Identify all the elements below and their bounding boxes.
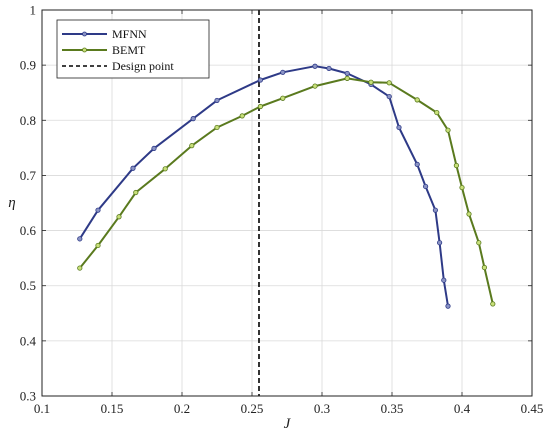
- data-point-mfnn: [326, 65, 332, 72]
- data-point-bemt: [257, 103, 263, 110]
- x-tick-label: 0.15: [101, 401, 124, 416]
- data-point-mfnn: [151, 145, 157, 152]
- data-point-bemt: [77, 265, 83, 271]
- data-point-mfnn: [445, 303, 451, 309]
- x-tick-label: 0.1: [34, 401, 50, 416]
- data-point-mfnn: [77, 236, 83, 242]
- y-tick-label: 0.6: [20, 223, 37, 238]
- y-tick-label: 0.7: [20, 168, 37, 183]
- y-tick-label: 0.4: [20, 333, 37, 348]
- data-point-bemt: [445, 127, 451, 133]
- data-point-bemt: [459, 184, 465, 191]
- data-point-bemt: [312, 83, 318, 89]
- series-layer: [77, 63, 496, 309]
- data-point-mfnn: [214, 97, 220, 104]
- data-point-mfnn: [422, 183, 429, 190]
- legend-design-label: Design point: [112, 59, 174, 73]
- data-point-bemt: [481, 264, 487, 271]
- data-point-mfnn: [432, 207, 438, 213]
- plot-frame: [41, 9, 533, 397]
- x-tick-label: 0.35: [381, 401, 404, 416]
- x-tick-label: 0.3: [314, 401, 330, 416]
- y-tick-label: 0.9: [20, 58, 36, 73]
- x-tick-label: 0.4: [454, 401, 471, 416]
- data-point-bemt: [239, 113, 245, 119]
- y-tick-label: 1: [30, 3, 37, 18]
- legend: MFNN BEMT Design point: [56, 19, 210, 79]
- data-point-mfnn: [190, 116, 196, 122]
- data-point-bemt: [116, 214, 122, 220]
- data-point-mfnn: [386, 93, 392, 100]
- axis-ticks: 0.1 0.15 0.2 0.25 0.3 0.35 0.4 0.45 0.3 0.4 0.5 0.6…: [20, 3, 544, 417]
- legend-bemt-label: BEMT: [112, 43, 146, 57]
- data-point-mfnn: [95, 207, 101, 213]
- data-point-bemt: [466, 211, 472, 217]
- y-tick-label: 0.3: [20, 389, 36, 404]
- x-tick-label: 0.2: [174, 401, 190, 416]
- data-point-bemt: [133, 189, 139, 196]
- data-point-mfnn: [441, 277, 447, 283]
- data-point-bemt: [490, 301, 496, 307]
- data-point-mfnn: [130, 165, 136, 171]
- data-point-bemt: [434, 109, 440, 116]
- data-point-mfnn: [396, 124, 402, 131]
- y-tick-label: 0.5: [20, 278, 36, 293]
- data-point-bemt: [453, 162, 459, 169]
- x-axis-label: J: [284, 416, 292, 432]
- data-point-bemt: [280, 95, 286, 101]
- data-point-bemt: [344, 75, 350, 81]
- data-point-bemt: [189, 143, 195, 149]
- data-point-bemt: [95, 242, 101, 249]
- data-point-mfnn: [257, 77, 263, 83]
- x-tick-label: 0.25: [241, 401, 264, 416]
- data-point-bemt: [162, 166, 168, 172]
- legend-bemt-marker: [82, 47, 87, 53]
- data-point-bemt: [386, 80, 392, 86]
- data-point-bemt: [414, 97, 420, 103]
- legend-mfnn-marker: [82, 31, 87, 37]
- legend-mfnn-label: MFNN: [112, 27, 147, 41]
- data-point-mfnn: [344, 70, 350, 77]
- data-point-mfnn: [312, 63, 318, 69]
- data-point-mfnn: [414, 161, 420, 167]
- y-tick-label: 0.8: [20, 113, 36, 128]
- y-axis-label: η: [8, 195, 15, 211]
- data-point-bemt: [476, 240, 482, 246]
- data-point-bemt: [214, 124, 220, 131]
- x-tick-label: 0.45: [521, 401, 544, 416]
- data-point-mfnn: [280, 69, 286, 75]
- data-point-mfnn: [436, 240, 443, 246]
- series-line-mfnn: [78, 65, 449, 307]
- data-point-bemt: [368, 79, 374, 85]
